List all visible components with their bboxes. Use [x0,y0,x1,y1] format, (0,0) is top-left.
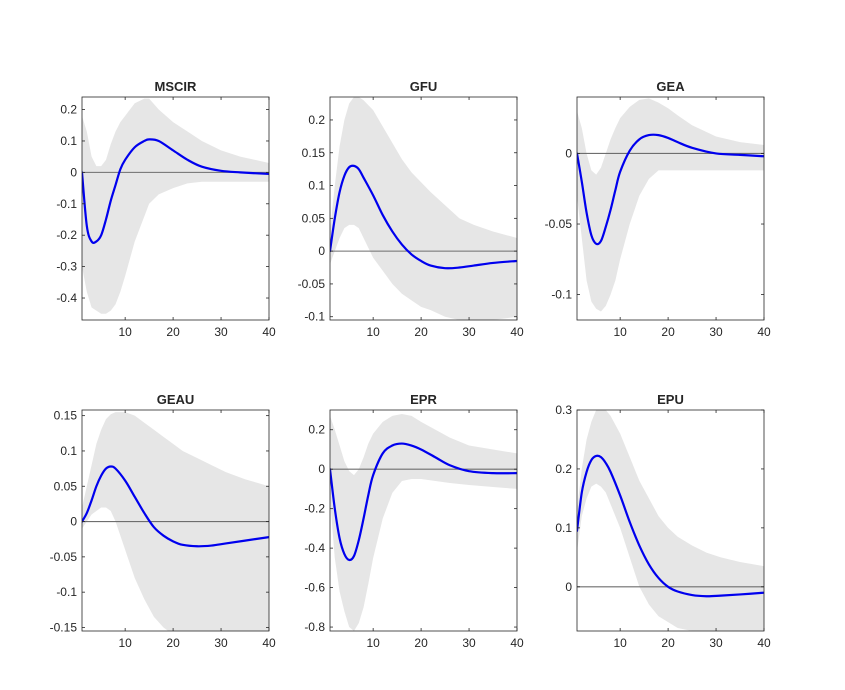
chart-title: GFU [410,79,437,94]
y-tick-label: 0.2 [555,462,572,476]
panel-mscir: 10 20 30 40 0.2 0.1 0 -0.1 -0.2 -0.3 -0.4 MSCIR [56,79,276,339]
x-tick-label: 40 [757,325,771,339]
y-tick-label: 0 [565,146,572,160]
confidence-band [82,98,269,314]
x-tick-label: 40 [510,325,524,339]
confidence-band [577,98,764,312]
y-tick-label: 0 [70,165,77,179]
panel-gea: 10 20 30 40 0 -0.05 -0.1 GEA [545,79,771,339]
chart-title: MSCIR [155,79,198,94]
response-line [330,164,517,270]
x-tick-label: 30 [214,325,228,339]
axes-box [329,409,518,632]
x-tick-label: 20 [414,325,428,339]
panel-epr: 10 20 30 40 0.2 0 -0.2 -0.4 -0.6 -0.8 EPR [304,392,524,650]
plot-area [577,410,764,631]
axes-box [329,96,518,321]
response-line [577,454,764,598]
y-tick-label: 0.2 [308,423,325,437]
x-tick-label: 20 [414,636,428,650]
y-tick-label: 0.05 [54,479,78,493]
response-line [82,465,269,548]
y-tick-label: -0.05 [50,550,78,564]
y-tick-label: 0.2 [60,103,77,117]
y-tick-label: -0.2 [56,228,77,242]
y-tick-label: 0.1 [60,444,77,458]
plot-area [330,413,517,631]
y-tick-label: -0.15 [50,620,78,634]
plot-area [82,412,269,631]
x-tick-label: 40 [262,636,276,650]
x-tick-label: 30 [462,636,476,650]
y-tick-label: -0.4 [304,541,325,555]
x-tick-label: 20 [166,636,180,650]
x-tick-label: 10 [118,325,132,339]
x-tick-label: 10 [613,636,627,650]
y-tick-label: 0.3 [555,403,572,417]
y-tick-label: -0.05 [545,217,573,231]
response-line [577,133,764,246]
y-tick-label: -0.1 [56,585,77,599]
y-tick-label: -0.8 [304,620,325,634]
response-line [330,442,517,562]
y-tick-label: -0.4 [56,291,77,305]
confidence-band [330,413,517,631]
x-tick-label: 10 [118,636,132,650]
plot-area [82,98,269,314]
y-tick-label: -0.6 [304,581,325,595]
plot-area [330,97,517,320]
y-tick-label: -0.05 [298,277,326,291]
x-tick-label: 10 [613,325,627,339]
y-tick-label: -0.1 [56,197,77,211]
x-tick-label: 20 [661,325,675,339]
plot-area [577,98,764,312]
chart-title: EPU [657,392,684,407]
y-tick-label: -0.2 [304,502,325,516]
x-tick-label: 30 [462,325,476,339]
panel-geau: 10 20 30 40 0.15 0.1 0.05 0 -0.05 -0.1 -0.15 GEAU [50,392,276,650]
axes-box [576,409,765,632]
x-tick-label: 30 [709,636,723,650]
x-tick-label: 30 [214,636,228,650]
x-tick-label: 20 [166,325,180,339]
axes-box [81,96,270,321]
panel-epu: 10 20 30 40 0.3 0.2 0.1 0 EPU [555,392,771,650]
x-tick-label: 20 [661,636,675,650]
y-tick-label: -0.1 [304,310,325,324]
y-tick-label: 0.1 [555,521,572,535]
y-tick-label: 0.2 [308,113,325,127]
chart-title: GEA [656,79,685,94]
confidence-band [577,410,764,631]
x-tick-label: 10 [366,636,380,650]
confidence-band [82,412,269,631]
chart-title: EPR [410,392,437,407]
chart-title: GEAU [157,392,195,407]
x-tick-label: 40 [262,325,276,339]
x-tick-label: 30 [709,325,723,339]
y-tick-label: -0.3 [56,260,77,274]
x-tick-label: 40 [757,636,771,650]
y-tick-label: 0 [318,244,325,258]
y-tick-label: 0 [318,462,325,476]
y-tick-label: -0.1 [551,288,572,302]
y-tick-label: 0 [565,580,572,594]
panel-gfu: 10 20 30 40 0.2 0.15 0.1 0.05 0 -0.05 -0.1 GFU [298,79,524,339]
x-tick-label: 40 [510,636,524,650]
y-tick-label: 0.15 [54,409,78,423]
y-tick-label: 0 [70,515,77,529]
y-tick-label: 0.1 [308,179,325,193]
axes-box [576,96,765,321]
y-tick-label: 0.15 [302,146,326,160]
y-tick-label: 0.1 [60,134,77,148]
x-tick-label: 10 [366,325,380,339]
confidence-band [330,97,517,320]
axes-box [81,409,270,632]
response-line [82,138,269,245]
y-tick-label: 0.05 [302,211,326,225]
